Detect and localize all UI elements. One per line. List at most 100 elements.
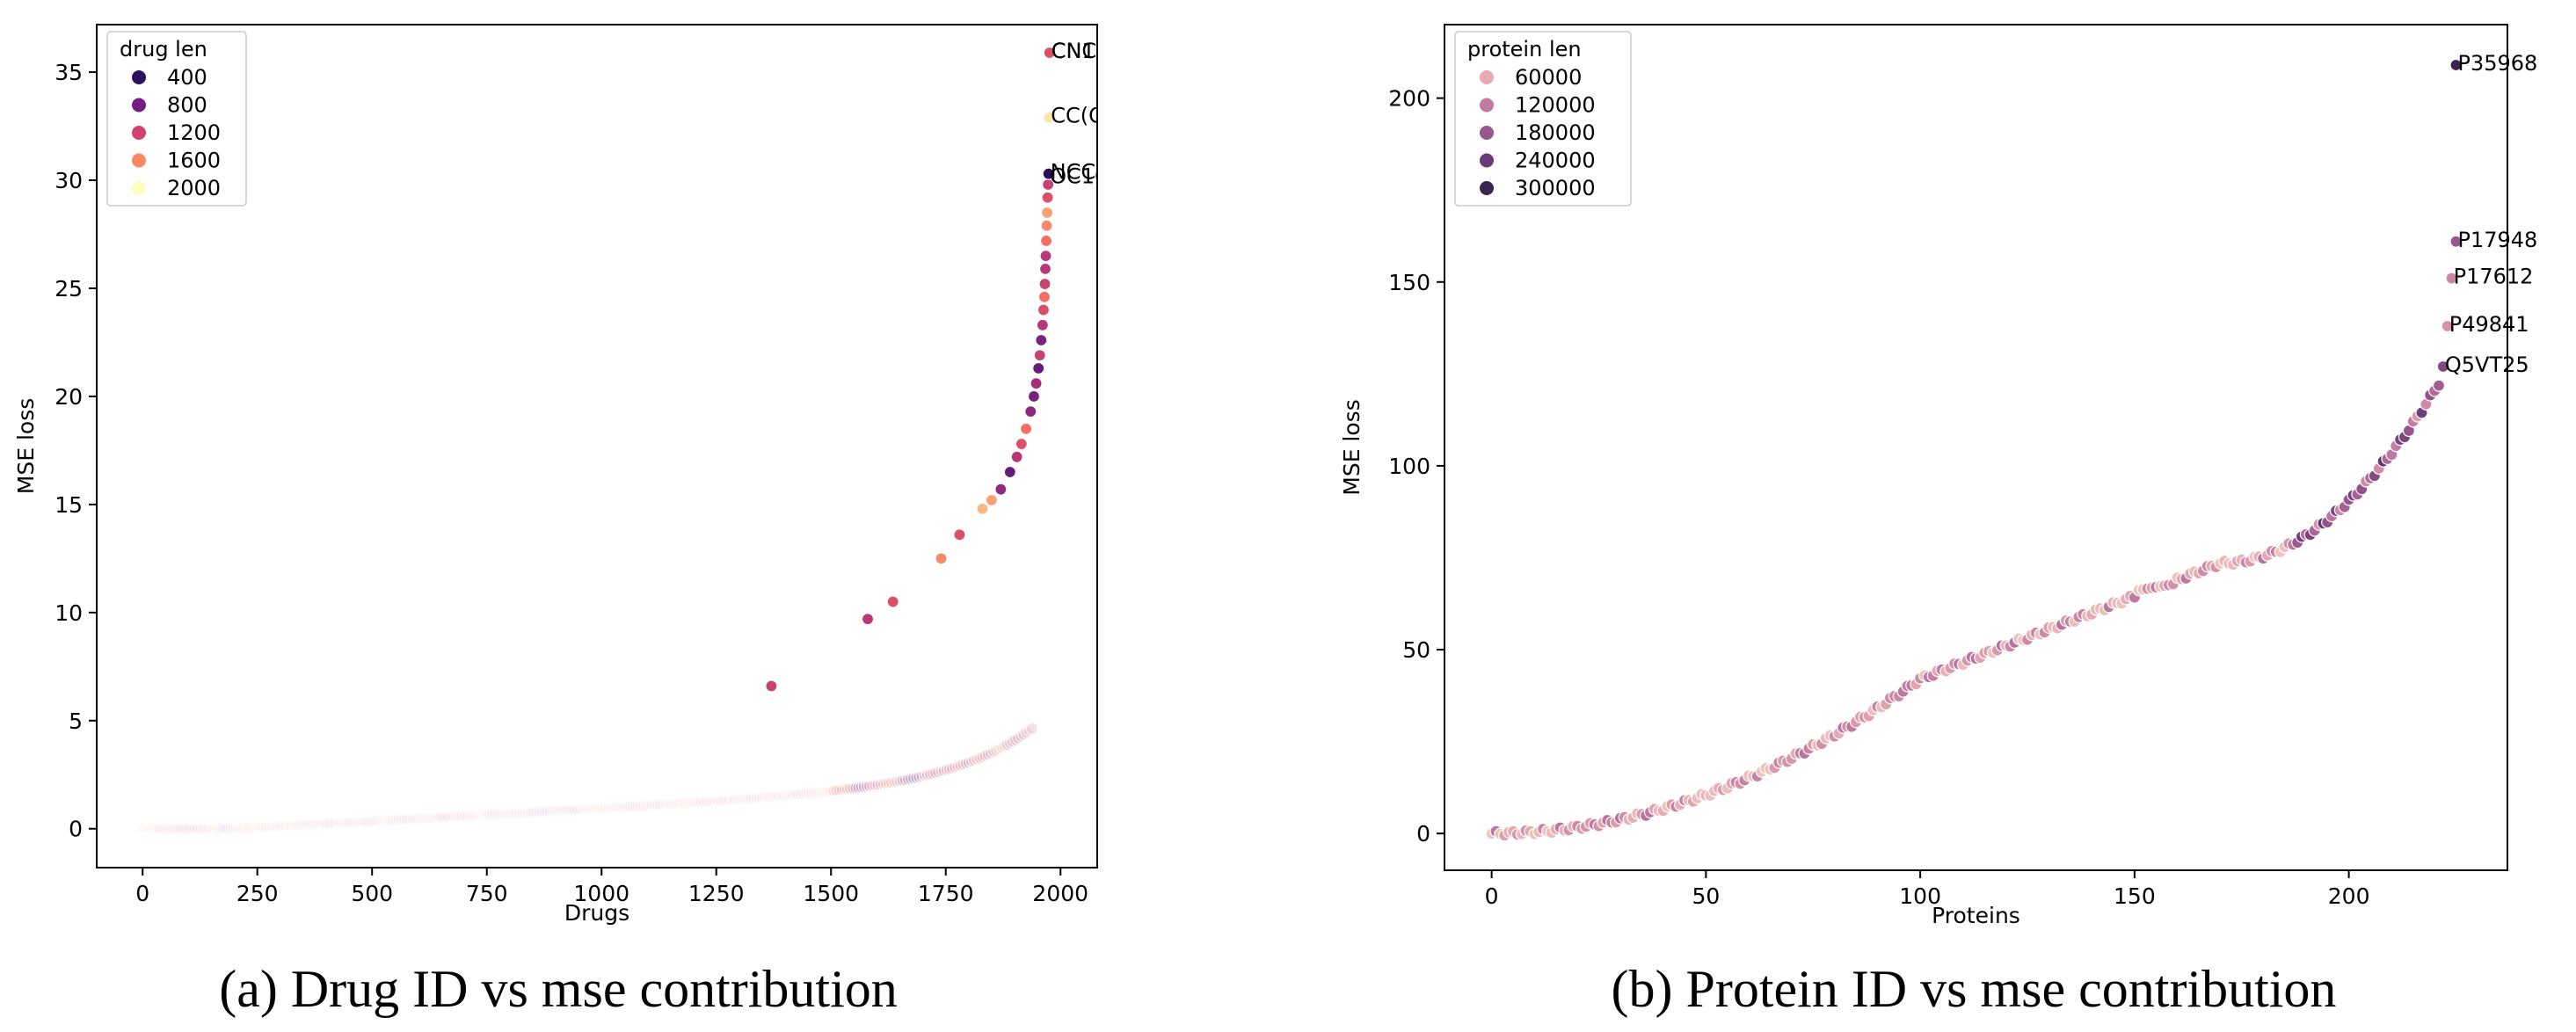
scatter-point xyxy=(1030,378,1042,389)
y-tick-label: 30 xyxy=(55,168,83,193)
legend-label: 400 xyxy=(167,65,207,90)
protein-annotations: P35968 P17948 P17612 P49841 Q5VT25 xyxy=(2445,51,2537,377)
scatter-point xyxy=(1021,423,1032,434)
legend-swatch xyxy=(132,126,146,140)
legend-swatch xyxy=(1480,98,1494,113)
scatter-point xyxy=(1034,350,1045,361)
legend-title: protein len xyxy=(1467,37,1582,62)
x-tick-label: 750 xyxy=(466,881,508,906)
protein-caption: (b) Protein ID vs mse contribution xyxy=(1612,960,2337,1018)
point-annotation: P17612 xyxy=(2454,265,2534,289)
scatter-point xyxy=(986,494,997,505)
drug-panel: 0 250 500 750 1000 1250 1500 1750 2000 0 5 10 15 20 2… xyxy=(13,25,1221,1018)
x-tick-label: 1750 xyxy=(918,881,974,906)
legend-label: 1600 xyxy=(167,149,221,173)
point-annotation: P17948 xyxy=(2458,228,2538,252)
y-tick-label: 20 xyxy=(55,384,83,410)
scatter-point xyxy=(1040,263,1052,274)
scatter-point xyxy=(1025,406,1037,418)
x-tick-label: 2000 xyxy=(1032,881,1088,906)
drug-annotations: CNCC(=O)Nc1(CN1CCN(C)Cc1(CC(O)Cn1cc(-c2 N… xyxy=(1050,39,1221,189)
scatter-point xyxy=(977,503,988,514)
drug-caption: (a) Drug ID vs mse contribution xyxy=(219,960,898,1018)
scatter-point xyxy=(935,553,947,564)
scatter-point xyxy=(1039,279,1051,290)
protein-x-axis-label: Proteins xyxy=(1932,903,2020,928)
scatter-point xyxy=(1041,220,1052,231)
y-tick-label: 100 xyxy=(1388,454,1430,479)
protein-plot-area xyxy=(1486,60,2462,841)
drug-legend: drug len400800120016002000 xyxy=(107,32,246,206)
x-tick-label: 1250 xyxy=(688,881,745,906)
legend-label: 800 xyxy=(167,93,207,118)
scatter-point xyxy=(1042,207,1053,218)
legend-swatch xyxy=(1480,181,1494,195)
scatter-point xyxy=(1004,467,1015,478)
point-annotation: P49841 xyxy=(2449,312,2529,337)
scatter-point xyxy=(1041,235,1052,246)
legend-label: 2000 xyxy=(167,176,221,200)
x-tick-label: 50 xyxy=(1692,883,1720,909)
x-tick-label: 250 xyxy=(236,881,279,906)
scatter-point xyxy=(995,483,1007,495)
x-tick-label: 1500 xyxy=(803,881,859,906)
scatter-point xyxy=(766,680,777,692)
y-tick-label: 5 xyxy=(69,709,83,734)
scatter-point xyxy=(1036,335,1047,346)
scatter-point xyxy=(1011,451,1022,462)
point-annotation: CC(O)Cn1cc(-c2 xyxy=(1051,104,1219,128)
point-annotation: P35968 xyxy=(2458,51,2538,76)
scatter-point xyxy=(862,614,873,625)
scatter-point xyxy=(1033,362,1044,374)
legend-label: 180000 xyxy=(1515,120,1596,145)
legend-swatch xyxy=(132,154,146,168)
scatter-point xyxy=(1037,304,1049,316)
protein-panel: 0 50 100 150 200 0 50 100 150 200 Proteins MSE l… xyxy=(1339,25,2537,1018)
y-tick-label: 10 xyxy=(55,600,83,626)
protein-legend: protein len 60000 120000180000 240000 300000 xyxy=(1455,32,1631,206)
legend-label: 240000 xyxy=(1515,149,1596,173)
protein-y-axis-label: MSE loss xyxy=(1339,399,1364,495)
protein-x-ticks: 0 50 100 150 200 xyxy=(1485,870,2370,909)
y-tick-label: 150 xyxy=(1388,270,1430,295)
scatter-point xyxy=(1038,291,1050,302)
y-tick-label: 25 xyxy=(55,276,83,302)
point-annotation: OC1CCC(Nc2nc( xyxy=(1050,164,1221,189)
legend-title: drug len xyxy=(120,37,207,62)
scatter-point xyxy=(1015,439,1027,450)
y-tick-label: 35 xyxy=(55,60,83,85)
x-tick-label: 0 xyxy=(1485,883,1499,909)
x-tick-label: 200 xyxy=(2328,883,2370,909)
scatter-point xyxy=(2434,380,2445,391)
legend-swatch xyxy=(132,98,146,113)
scatter-point xyxy=(1037,319,1048,331)
y-tick-label: 200 xyxy=(1388,86,1430,112)
protein-y-ticks: 0 50 100 150 200 xyxy=(1388,86,1444,847)
legend-swatch xyxy=(1480,70,1494,84)
legend-label: 120000 xyxy=(1515,93,1596,118)
legend-label: 60000 xyxy=(1515,65,1582,90)
x-tick-label: 0 xyxy=(135,881,149,906)
point-annotation: CN1CCN(C)Cc1( xyxy=(1052,39,1220,63)
y-tick-label: 0 xyxy=(69,817,83,842)
x-tick-label: 500 xyxy=(351,881,393,906)
scatter-point xyxy=(1040,251,1052,262)
legend-swatch xyxy=(132,70,146,84)
drug-x-axis-label: Drugs xyxy=(564,900,629,926)
y-tick-label: 15 xyxy=(55,492,83,518)
scatter-point xyxy=(1026,723,1037,734)
legend-label: 1200 xyxy=(167,120,221,145)
legend-swatch xyxy=(1480,154,1494,168)
drug-y-ticks: 0 5 10 15 20 25 30 35 xyxy=(55,60,97,842)
scatter-point xyxy=(1042,192,1053,203)
point-annotation: Q5VT25 xyxy=(2445,352,2529,377)
scatter-point xyxy=(1028,390,1039,402)
y-tick-label: 50 xyxy=(1402,637,1430,663)
drug-y-axis-label: MSE loss xyxy=(13,398,39,494)
scatter-point xyxy=(887,596,899,607)
y-tick-label: 0 xyxy=(1416,821,1430,847)
legend-swatch xyxy=(1480,126,1494,140)
x-tick-label: 150 xyxy=(2114,883,2156,909)
drug-plot-area xyxy=(137,47,1056,834)
